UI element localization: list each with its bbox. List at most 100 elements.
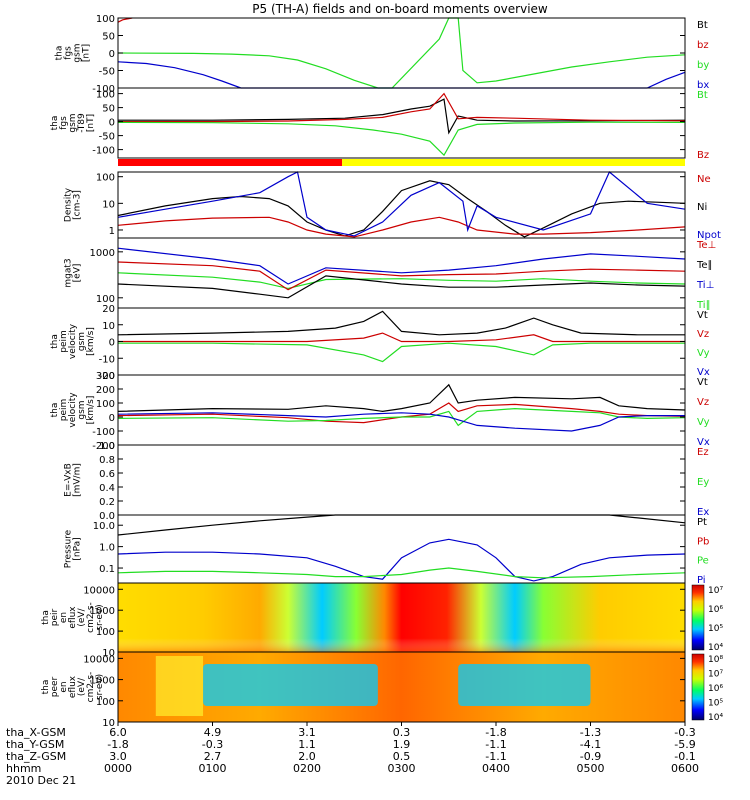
- y-axis-label: -T89: [77, 113, 87, 133]
- y-axis-label: [nPa]: [73, 537, 83, 560]
- ephem-value: 0000: [104, 762, 132, 775]
- legend-Pt: Pt: [697, 517, 707, 528]
- y-tick-label: 100: [96, 173, 115, 184]
- ephem-value: -1.1: [485, 750, 506, 763]
- y-tick-label: -50: [99, 132, 115, 143]
- series-Vt-e: [117, 310, 685, 336]
- ephem-label-z: tha_Z-GSM: [6, 750, 66, 763]
- legend-by: by: [697, 60, 709, 71]
- y-axis-label: tha: [41, 680, 51, 695]
- ephem-value: 4.9: [204, 726, 222, 739]
- ephem-value: -0.1: [674, 750, 695, 763]
- y-tick-label: -100: [92, 146, 115, 157]
- y-axis-label: en: [59, 681, 69, 692]
- legend-Vx: Vx: [697, 367, 710, 378]
- y-axis-label: [km/s]: [86, 396, 96, 425]
- y-tick-label: 200: [96, 385, 115, 396]
- colorbar-tick: 10⁴: [708, 643, 723, 653]
- legend-Bz: Bz: [697, 150, 709, 161]
- legend-bx: bx: [697, 80, 709, 91]
- ephem-label-time: hhmm: [6, 762, 41, 775]
- series-Ti∥: [117, 272, 686, 290]
- y-tick-label: 0.0: [99, 511, 115, 522]
- legend-bz: bz: [697, 40, 709, 51]
- y-axis-label: [cm-3]: [73, 190, 83, 220]
- legend-Npot: Npot: [697, 230, 721, 241]
- y-axis-label: tha: [50, 116, 60, 131]
- y-axis-label: sr-eV): [95, 674, 105, 700]
- mode-bar-slow: [118, 159, 342, 166]
- y-axis-label: cm2-s-: [86, 602, 96, 633]
- panel-elec-spec: 10000 1000 100 10 tha peer en eflux (eV/cm2-s-sr…: [41, 651, 723, 729]
- y-axis-label: tha: [50, 403, 60, 418]
- y-axis-label: fgs: [59, 116, 69, 130]
- ion-spectrogram-shade: [118, 583, 685, 652]
- y-tick-label: 10: [102, 718, 115, 729]
- y-axis-label: eflux: [68, 606, 78, 629]
- series-Ti⊥: [117, 247, 686, 285]
- legend-Ey: Ey: [697, 477, 709, 488]
- electron-spectrogram-low-1: [203, 664, 378, 706]
- legend-Vy: Vy: [697, 348, 710, 359]
- legend-Ni: Ni: [697, 202, 707, 213]
- colorbar-tick: 10⁷: [708, 586, 723, 596]
- ephem-value: 0600: [671, 762, 699, 775]
- ephem-value: -5.9: [674, 738, 695, 751]
- ephem-value: 0500: [577, 762, 605, 775]
- legend-Te⊥: Te⊥: [696, 240, 716, 251]
- y-tick-label: 100: [96, 90, 115, 101]
- panel-temp: 1000 100 mgat3 [eV] Te⊥ Te∥ Ti⊥ Ti∥: [64, 237, 716, 311]
- y-tick-label: 1.0: [99, 543, 115, 554]
- y-axis-label: E=-VxB: [64, 463, 74, 497]
- y-axis-label: [mV/m]: [73, 463, 83, 497]
- legend-Vy: Vy: [697, 417, 710, 428]
- y-tick-label: 0: [109, 413, 115, 424]
- y-axis-label: gsm: [77, 332, 87, 351]
- y-tick-label: -100: [92, 427, 115, 438]
- ephem-value: -1.8: [485, 726, 506, 739]
- panel-fgs-t89: 100 50 0 -50 -100 tha fgs gsm -T89 [nT] Bt Bz: [50, 87, 709, 161]
- electron-spectrogram-low-2: [458, 664, 591, 706]
- y-axis-label: peim: [59, 330, 69, 353]
- legend-Ti⊥: Ti⊥: [696, 280, 714, 291]
- colorbar-tick: 10⁸: [708, 655, 723, 665]
- colorbar-tick: 10⁵: [708, 699, 723, 709]
- y-axis-label: velocity: [68, 323, 78, 359]
- y-axis-label: eflux: [68, 675, 78, 698]
- y-axis-label: [nT]: [82, 44, 92, 62]
- y-tick-label: -200: [92, 441, 115, 452]
- colorbar-tick: 10⁵: [708, 624, 723, 634]
- y-tick-label: 1000: [90, 606, 115, 617]
- ephem-value: 0.3: [393, 726, 411, 739]
- y-tick-label: 1.0: [99, 441, 115, 452]
- ephem-label-x: tha_X-GSM: [6, 726, 66, 739]
- colorbar: [691, 584, 705, 651]
- y-tick-label: 1: [109, 226, 115, 237]
- ephem-value: 2.0: [298, 750, 316, 763]
- panel-ion-spec: 10000 1000 100 10 tha peir en eflux (eV/cm2-s-sr…: [41, 582, 723, 659]
- legend-Pb: Pb: [697, 536, 709, 547]
- y-tick-label: 0.8: [99, 455, 115, 466]
- panel-frame: [117, 374, 686, 446]
- ephem-value: 0100: [199, 762, 227, 775]
- legend-Vx: Vx: [697, 437, 710, 448]
- ephem-value: 0200: [293, 762, 321, 775]
- y-axis-label: tha: [55, 46, 65, 61]
- panel-vel-i: 300 200 100 0 -100 -200 tha peim velocity gsm [km/…: [50, 371, 710, 452]
- y-axis-label: gsm: [73, 43, 83, 62]
- ephem-value: -0.3: [674, 726, 695, 739]
- y-axis-label: gsm: [68, 113, 78, 132]
- colorbar-tick: 10⁶: [708, 605, 723, 615]
- ephem-value: -1.1: [485, 738, 506, 751]
- series-Te⊥: [117, 261, 686, 291]
- panel-density: 100 10 1 Density [cm-3] Ne Ni Npot: [64, 171, 721, 241]
- y-tick-label: 50: [102, 32, 115, 43]
- y-tick-label: 10: [102, 199, 115, 210]
- panel-frame: [117, 444, 686, 516]
- ephem-value: -0.3: [202, 738, 223, 751]
- y-tick-label: 100: [96, 294, 115, 305]
- series-Ne: [117, 216, 686, 238]
- colorbar-tick: 10⁷: [708, 670, 723, 680]
- y-tick-label: 0.1: [99, 564, 115, 575]
